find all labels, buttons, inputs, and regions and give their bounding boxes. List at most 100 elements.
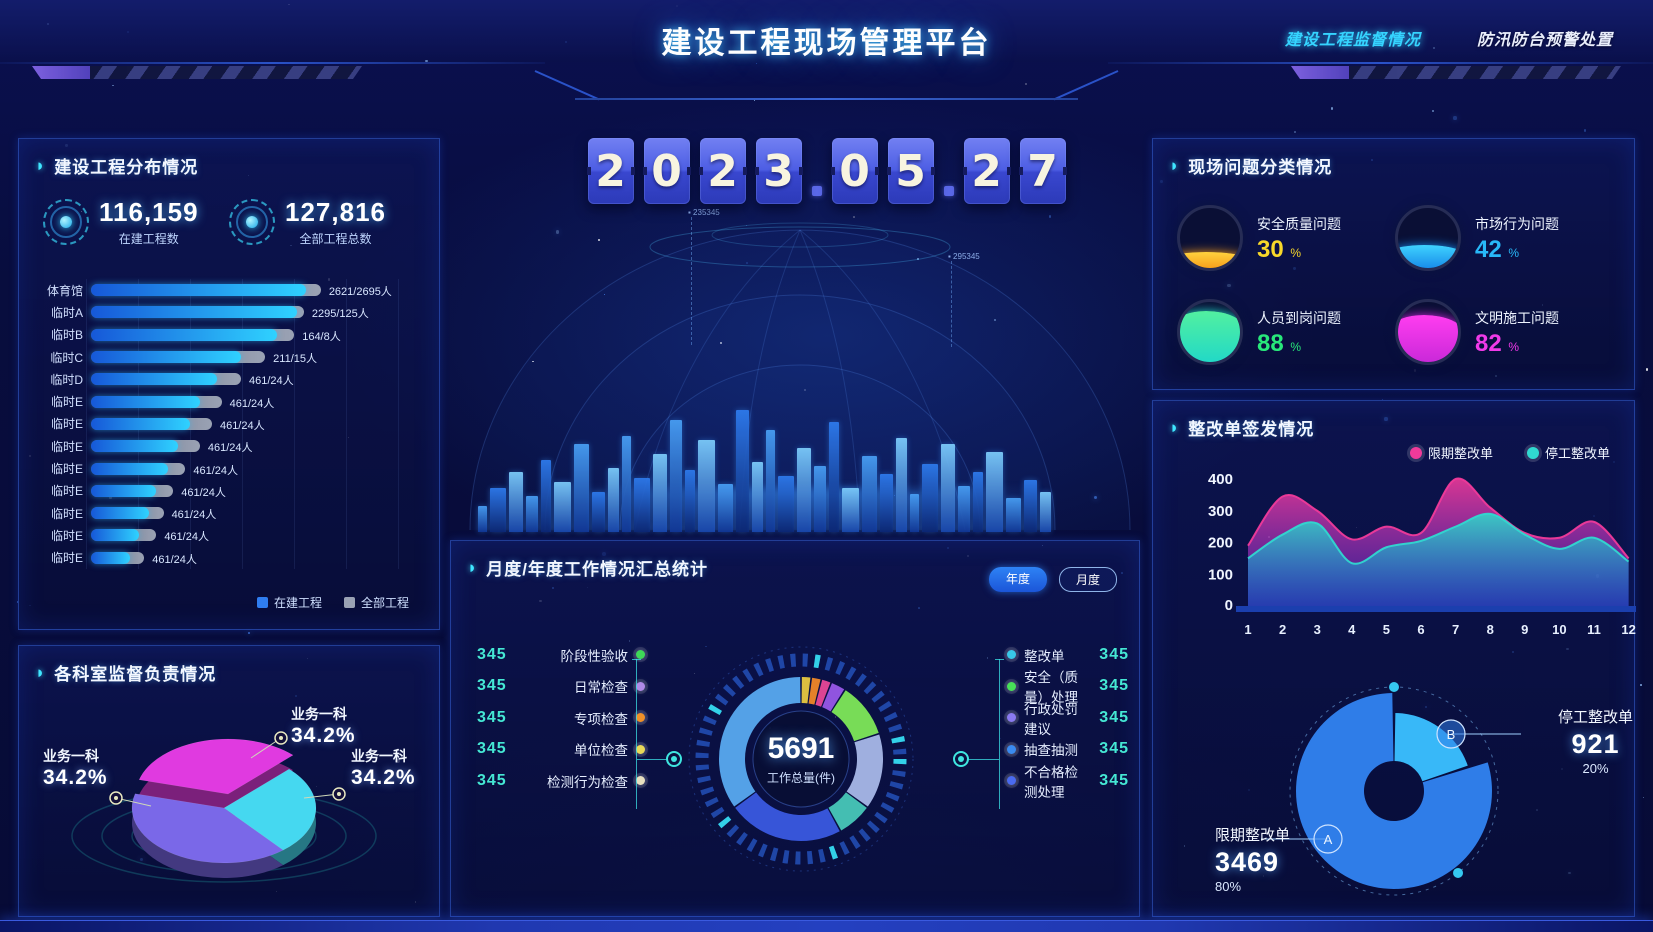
work-list-item: 345 单位检查 — [477, 734, 645, 766]
bar-track: 461/24人 — [91, 462, 427, 477]
bar-row: 临时A 2295/125人 — [35, 301, 427, 323]
flip-digit: 0 — [651, 145, 682, 197]
work-list-item: 345 阶段性验收 — [477, 639, 645, 671]
work-list-item: 行政处罚建议 345 — [1007, 702, 1129, 737]
star — [1642, 796, 1645, 799]
header: 建设工程现场管理平台 建设工程监督情况 防汛防台预警处置 — [0, 0, 1653, 62]
panel-flag-icon: ◗ — [35, 156, 47, 175]
panel-rectification-orders: ◗ 整改单签发情况 限期整改单 停工整改单 0 100 200 300 400 1 2 3 4 5 6… — [1152, 400, 1636, 917]
work-list-item: 345 专项检查 — [477, 702, 645, 734]
svg-text:7: 7 — [1452, 622, 1459, 637]
legend-dot — [1409, 446, 1422, 459]
star — [1294, 131, 1297, 133]
bar-current-fill — [91, 440, 179, 453]
svg-text:1: 1 — [1244, 622, 1251, 637]
bar-current-fill — [91, 529, 140, 542]
panel-flag-icon: ◗ — [467, 558, 479, 577]
gauge-circle — [1395, 299, 1461, 365]
gauge-value: 88 % — [1257, 330, 1302, 357]
svg-text:11: 11 — [1587, 622, 1601, 637]
star — [1330, 107, 1334, 110]
panel-title-departments: 各科室监督负责情况 — [54, 665, 217, 684]
star — [532, 361, 534, 363]
flip-digit-card: 2 — [962, 138, 1011, 204]
svg-text:B: B — [1447, 727, 1456, 742]
bar-category-label: 临时E — [50, 484, 83, 499]
bar-value-label: 461/24人 — [229, 397, 275, 410]
work-item-label: 安全（质量）处理 — [1024, 670, 1078, 706]
legend-item[interactable]: 在建工程 — [256, 594, 322, 611]
bar-category-label: 临时E — [50, 417, 83, 432]
donut-label-a: 限期整改单 3469 80% — [1215, 827, 1291, 894]
flip-digit: 2 — [707, 145, 738, 197]
nav-item-1[interactable]: 建设工程监督情况 — [1284, 32, 1421, 49]
connector-line — [636, 659, 637, 809]
connector-line — [999, 659, 1000, 809]
nav-item-2[interactable]: 防汛防台预警处置 — [1476, 32, 1613, 49]
svg-text:5: 5 — [1383, 622, 1390, 637]
bar-current-fill — [91, 484, 157, 497]
toggle-month[interactable]: 月度 — [1059, 567, 1117, 592]
legend-label: 限期整改单 — [1427, 446, 1493, 461]
star — [112, 84, 114, 87]
star — [746, 224, 748, 227]
legend-item[interactable]: 停工整改单 — [1526, 443, 1610, 462]
work-list-item: 整改单 345 — [1007, 639, 1129, 671]
bar-category-label: 临时D — [50, 372, 83, 387]
deco-hatch-bar-left — [32, 66, 362, 79]
flip-digit: 7 — [1027, 145, 1058, 197]
work-item-label: 不合格检测处理 — [1024, 764, 1078, 800]
star — [853, 215, 855, 218]
header-trapezoid-base — [575, 98, 1078, 100]
flip-digit: 5 — [895, 145, 926, 197]
city-glow — [470, 488, 1130, 538]
work-list-item: 345 日常检查 — [477, 671, 645, 703]
issue-gauge-grid: 安全质量问题 30 % 市场行为问题 42 % 人员到岗问题 88 % 文明施工问题 82 % — [1177, 191, 1613, 379]
bar-value-label: 461/24人 — [181, 486, 226, 499]
dome-marker: ▪ 235345 — [688, 208, 720, 345]
panel-flag-icon: ◗ — [1169, 418, 1181, 437]
toggle-year[interactable]: 年度 — [989, 567, 1047, 592]
svg-text:300: 300 — [1208, 503, 1233, 520]
bar-category-label: 临时B — [50, 328, 83, 343]
connector-line — [632, 659, 641, 660]
bar-current-fill — [91, 395, 200, 408]
legend-item[interactable]: 限期整改单 — [1409, 443, 1493, 462]
gauge-label: 市场行为问题 — [1475, 216, 1559, 232]
work-item-value: 345 — [1099, 645, 1129, 663]
work-item-dot — [636, 681, 645, 691]
date-separator-dot — [943, 186, 954, 196]
bar-row: 临时E 461/24人 — [35, 457, 427, 479]
connector-node-left — [666, 751, 682, 767]
header-nav: 建设工程监督情况 防汛防台预警处置 — [1285, 26, 1613, 50]
svg-text:200: 200 — [1208, 535, 1233, 552]
work-item-dot — [1007, 776, 1016, 786]
bar-value-label: 461/24人 — [164, 531, 209, 544]
bar-track: 461/24人 — [91, 395, 427, 410]
bar-value-label: 461/24人 — [193, 464, 238, 477]
bar-row: 体育馆 2621/2695人 — [35, 279, 427, 301]
work-item-label: 抽查抽测 — [1024, 743, 1078, 759]
dome-marker: ▪ 295345 — [948, 252, 980, 347]
bar-row: 临时E 461/24人 — [35, 435, 427, 457]
department-pie-chart — [71, 731, 377, 883]
header-slant-right — [1053, 70, 1119, 101]
area-chart-legend: 限期整改单 停工整改单 — [1409, 443, 1610, 462]
bar-track: 2295/125人 — [91, 306, 427, 320]
bar-value-label: 164/8人 — [302, 330, 341, 343]
star — [1431, 109, 1434, 112]
bar-value-label: 461/24人 — [219, 419, 265, 432]
panel-title-work-summary: 月度/年度工作情况汇总统计 — [486, 560, 709, 579]
bar-value-label: 461/24人 — [207, 442, 253, 455]
legend-item[interactable]: 全部工程 — [343, 594, 409, 611]
star — [1640, 683, 1643, 686]
issue-gauge: 文明施工问题 82 % — [1395, 285, 1613, 379]
rectification-donut-chart: BA — [1261, 682, 1521, 896]
work-item-label: 行政处罚建议 — [1024, 701, 1078, 737]
bar-row: 临时C 211/15人 — [35, 346, 427, 368]
work-list-right: 整改单 345 安全（质量）处理 345 行政处罚建议 345 抽查抽测 345 不合格检测处理… — [1007, 639, 1129, 800]
panel-title-projects: 建设工程分布情况 — [54, 158, 199, 177]
stat-label: 在建工程数 — [118, 232, 179, 246]
bar-track: 461/24人 — [91, 507, 427, 521]
